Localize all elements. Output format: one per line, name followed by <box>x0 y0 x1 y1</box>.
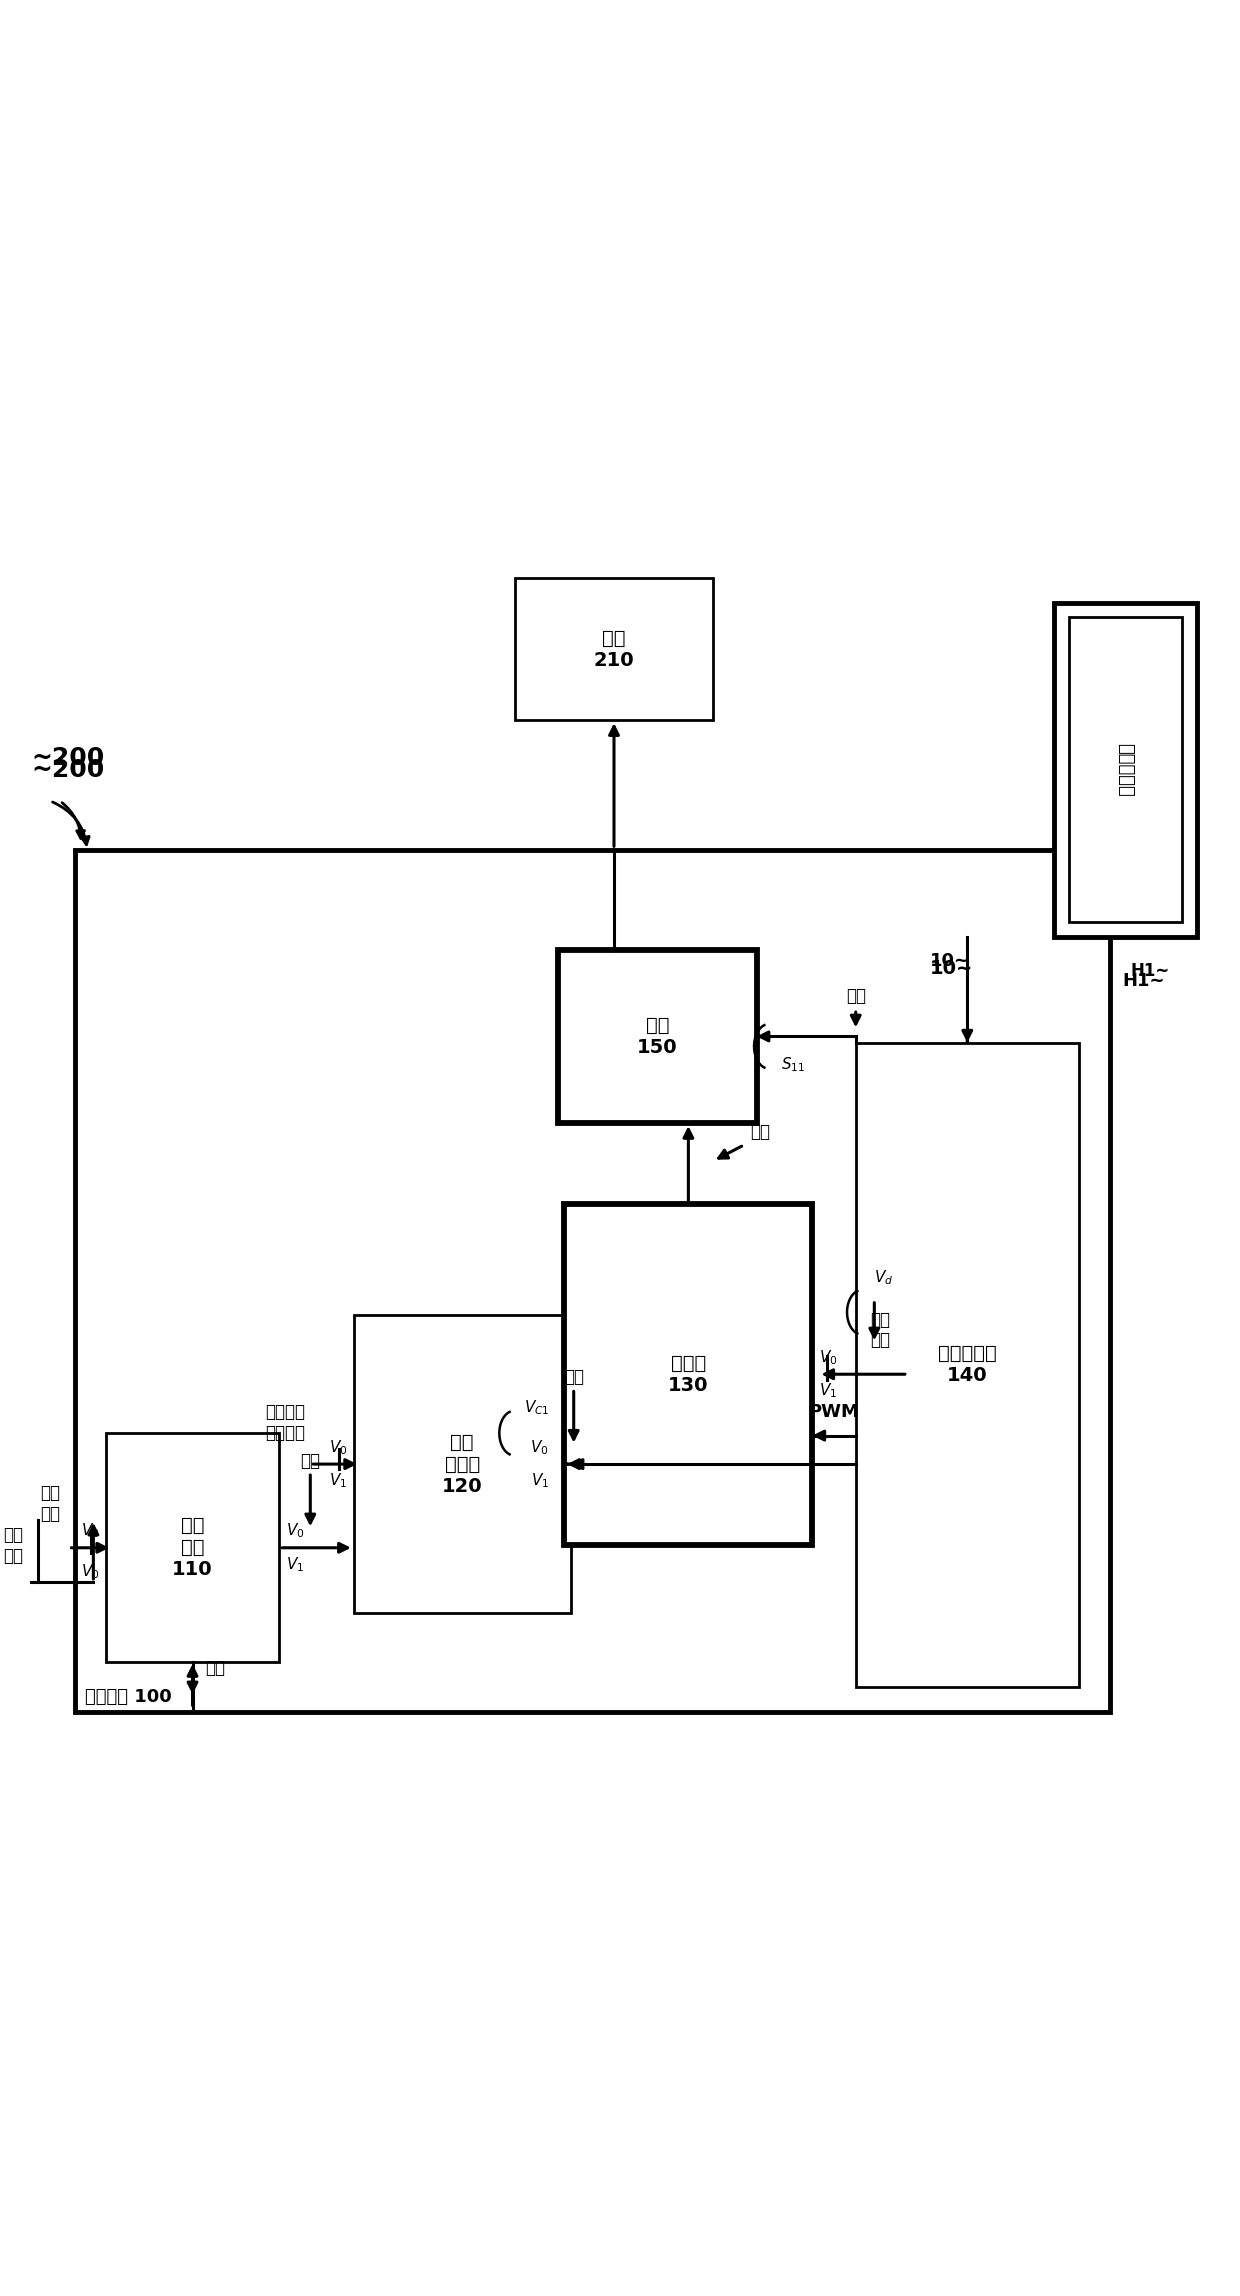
Text: ~200: ~200 <box>31 746 104 769</box>
Bar <box>353 1316 570 1612</box>
Text: 风扇
210: 风扇 210 <box>594 629 635 670</box>
Text: 时间: 时间 <box>564 1368 584 1387</box>
Text: H1~: H1~ <box>1122 971 1164 990</box>
Text: $V_0$: $V_0$ <box>285 1522 304 1541</box>
Text: 时间: 时间 <box>300 1451 320 1469</box>
Text: 驱动
电压: 驱动 电压 <box>870 1311 890 1350</box>
Text: 马达模组 100: 马达模组 100 <box>84 1688 171 1706</box>
Text: $S_{11}$: $S_{11}$ <box>781 1056 806 1075</box>
Text: 直流
电压: 直流 电压 <box>40 1483 60 1522</box>
Text: $V_0$: $V_0$ <box>531 1437 549 1456</box>
Text: PWM: PWM <box>808 1403 859 1421</box>
Text: $V_1$: $V_1$ <box>818 1382 837 1401</box>
Text: 时间: 时间 <box>750 1123 770 1141</box>
Text: 10~: 10~ <box>930 953 970 971</box>
Bar <box>1069 618 1182 923</box>
Text: 时间: 时间 <box>846 987 866 1006</box>
Text: 10~: 10~ <box>930 960 973 978</box>
Bar <box>74 850 1110 1713</box>
Text: 马达
控制器
120: 马达 控制器 120 <box>441 1433 482 1495</box>
Text: $V_0$: $V_0$ <box>81 1564 99 1582</box>
Text: H1~: H1~ <box>1131 962 1171 980</box>
Text: ~200: ~200 <box>31 758 104 783</box>
Text: $V_1$: $V_1$ <box>531 1472 549 1490</box>
Bar <box>1054 602 1197 937</box>
Text: $V_0$: $V_0$ <box>329 1437 347 1456</box>
Text: $V_0$: $V_0$ <box>81 1522 99 1541</box>
Text: 调变器
130: 调变器 130 <box>668 1355 708 1394</box>
Text: 马达
150: 马达 150 <box>637 1015 678 1056</box>
Bar <box>564 1203 812 1545</box>
Text: 温度感测器: 温度感测器 <box>1116 744 1135 797</box>
Bar <box>856 1042 1079 1688</box>
Bar <box>105 1433 279 1662</box>
Text: $V_0$: $V_0$ <box>818 1348 837 1366</box>
Text: $V_{C1}$: $V_{C1}$ <box>523 1398 549 1417</box>
Text: 直流
电压: 直流 电压 <box>2 1527 22 1566</box>
Text: $V_1$: $V_1$ <box>330 1472 347 1490</box>
Bar <box>558 951 756 1123</box>
Text: 电压控制器
140: 电压控制器 140 <box>937 1345 997 1384</box>
Text: 直流
电源
110: 直流 电源 110 <box>172 1515 213 1580</box>
Bar <box>515 579 713 721</box>
Text: 时间: 时间 <box>205 1660 224 1678</box>
Text: 第一对应
直流电压: 第一对应 直流电压 <box>265 1403 305 1442</box>
Text: $V_1$: $V_1$ <box>286 1554 304 1575</box>
Text: $V_d$: $V_d$ <box>874 1270 894 1288</box>
